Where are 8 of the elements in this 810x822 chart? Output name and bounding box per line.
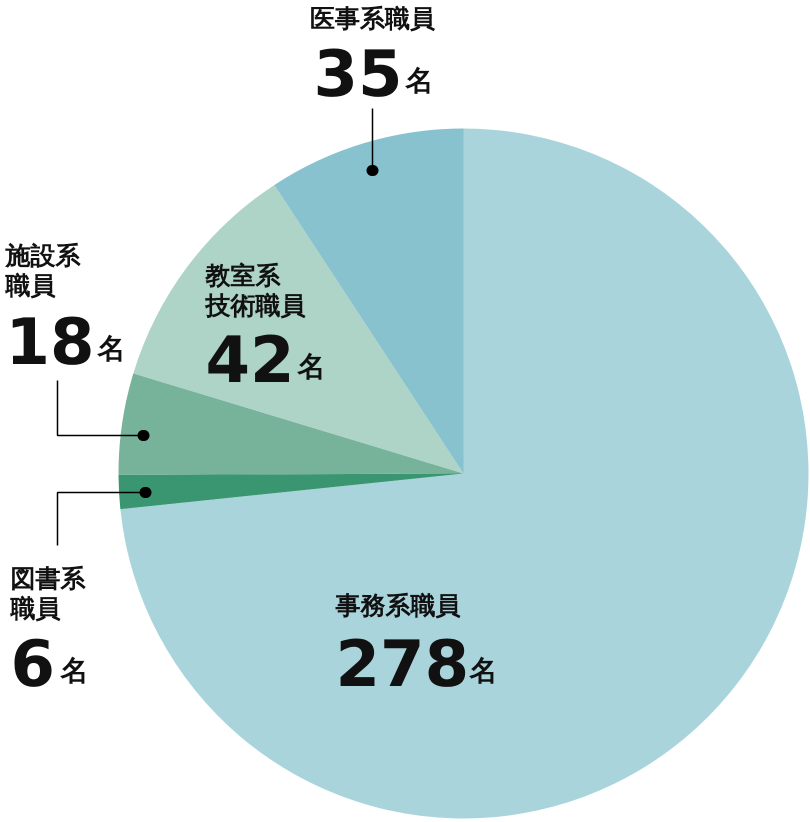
slice-label: 施設系職員 — [4, 241, 82, 300]
data-label: 35名 — [314, 38, 434, 112]
data-label: 18名 — [6, 306, 126, 380]
slice-label: 事務系職員 — [334, 591, 460, 620]
slice-label: 医事系職員 — [310, 4, 435, 33]
data-label: 278名 — [336, 628, 498, 702]
slice-label: 図書系職員 — [10, 564, 86, 623]
slice-label: 教室系技術職員 — [204, 261, 306, 320]
